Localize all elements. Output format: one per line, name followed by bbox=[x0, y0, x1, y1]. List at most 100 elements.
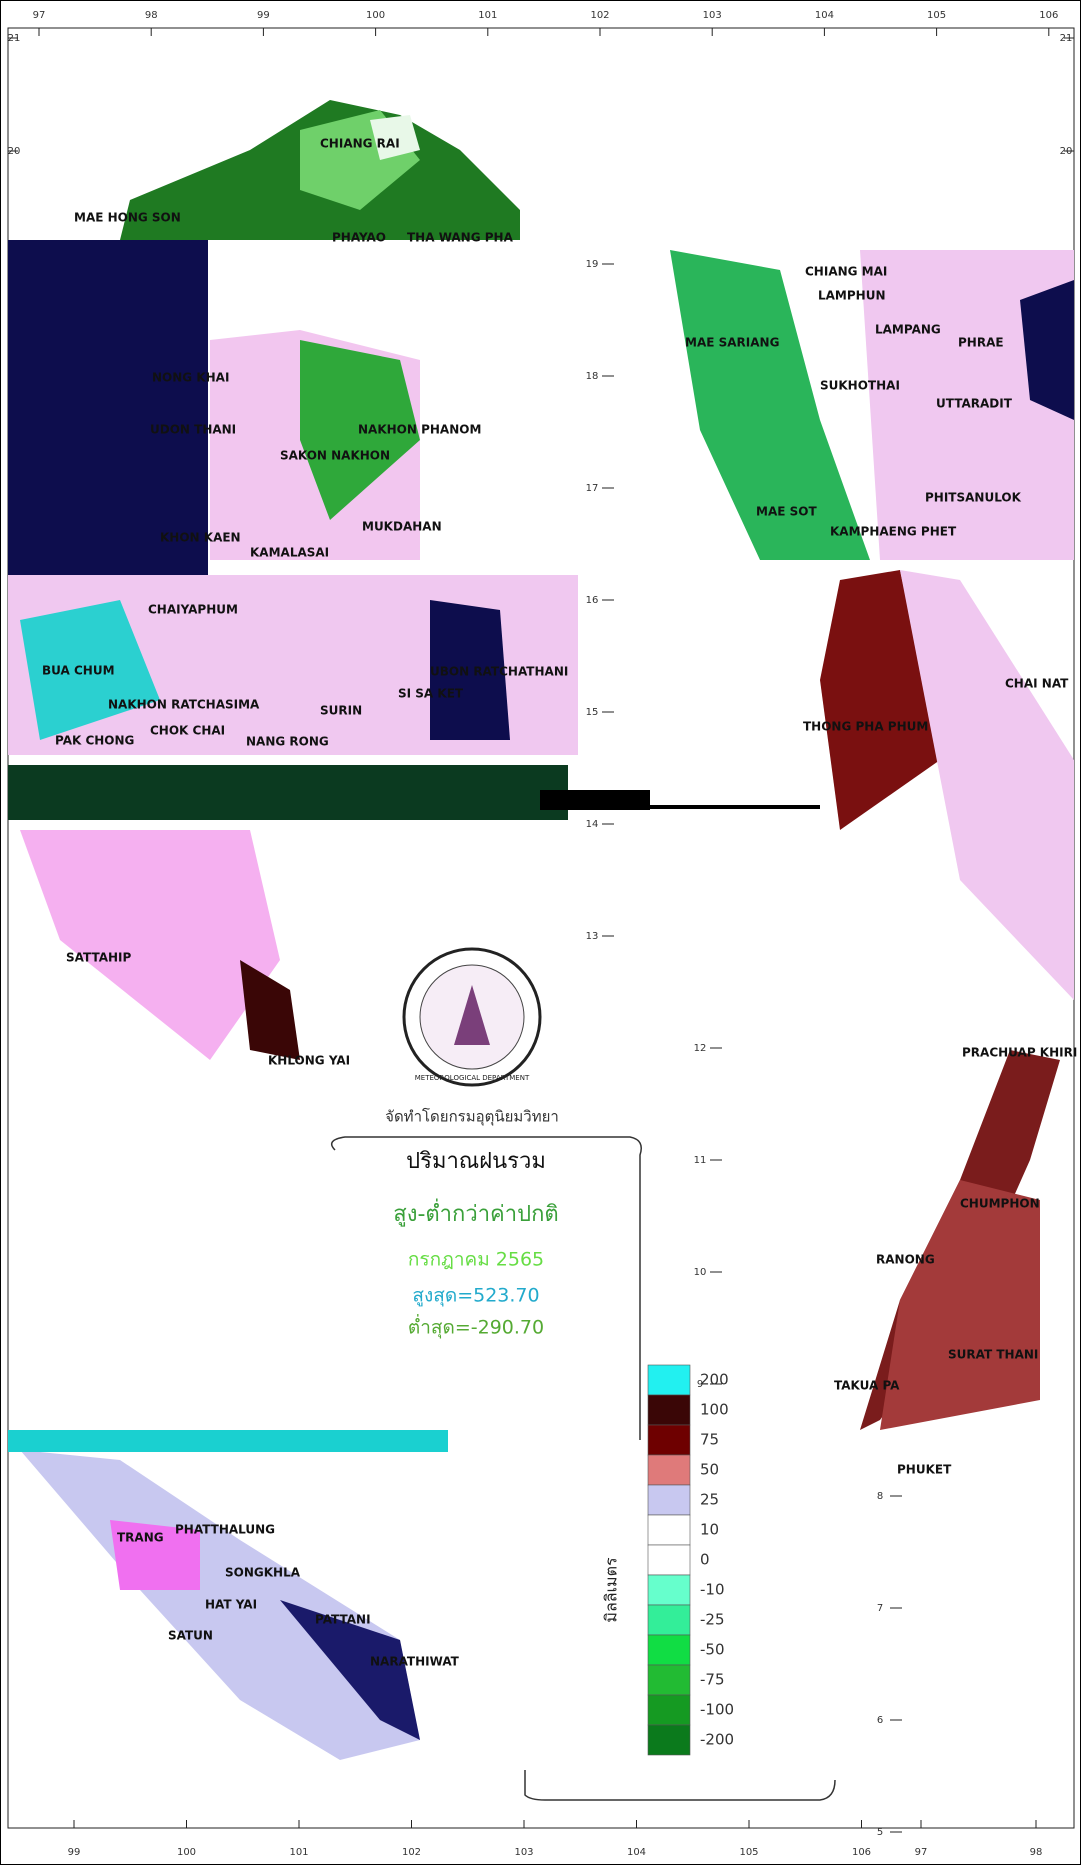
lat-label: 13 bbox=[586, 931, 599, 942]
place: CHIANG MAI bbox=[805, 265, 887, 279]
lat-label: 17 bbox=[586, 483, 599, 494]
lon-label: 97 bbox=[915, 1847, 928, 1858]
logo: METEOROLOGICAL DEPARTMENT bbox=[402, 947, 542, 1087]
title-line: ต่ำสุด=-290.70 bbox=[408, 1314, 544, 1340]
lon-label: 104 bbox=[627, 1847, 646, 1858]
legend-swatch bbox=[647, 1664, 691, 1696]
unit-label: มิลลิเมตร bbox=[602, 1557, 621, 1623]
place: MAE SARIANG bbox=[685, 336, 779, 350]
place: UTTARADIT bbox=[936, 397, 1013, 411]
place: CHAIYAPHUM bbox=[148, 603, 238, 617]
place: CHAI NAT bbox=[1005, 677, 1069, 691]
lon-label: 103 bbox=[514, 1847, 533, 1858]
lon-label: 99 bbox=[68, 1847, 81, 1858]
legend-swatch bbox=[647, 1604, 691, 1636]
legend-swatch bbox=[647, 1634, 691, 1666]
legend-swatch bbox=[647, 1514, 691, 1546]
legend-label: 200 bbox=[700, 1371, 729, 1389]
place: UBON RATCHATHANI bbox=[430, 665, 568, 679]
place: KAMALASAI bbox=[250, 546, 329, 560]
lon-label: 106 bbox=[1039, 10, 1058, 21]
place: KHLONG YAI bbox=[268, 1054, 350, 1068]
legend-label: -100 bbox=[700, 1701, 734, 1719]
place: PRACHUAP KHIRI KHAN bbox=[962, 1046, 1081, 1060]
lat-label: 11 bbox=[694, 1155, 707, 1166]
lon-label: 103 bbox=[703, 10, 722, 21]
lat-label: 12 bbox=[694, 1043, 707, 1054]
place: PAK CHONG bbox=[55, 734, 134, 748]
lon-label: 105 bbox=[739, 1847, 758, 1858]
legend-label: 75 bbox=[700, 1431, 719, 1449]
place: THA WANG PHA bbox=[407, 231, 514, 245]
place: NAKHON PHANOM bbox=[358, 423, 481, 437]
lon-label: 100 bbox=[366, 10, 385, 21]
place: THONG PHA PHUM bbox=[803, 720, 928, 734]
legend-swatch bbox=[647, 1484, 691, 1516]
legend-frame bbox=[330, 1136, 836, 1801]
lat-label: 14 bbox=[586, 819, 599, 830]
lon-label: 104 bbox=[815, 10, 834, 21]
legend-label: -10 bbox=[700, 1581, 725, 1599]
lon-label: 102 bbox=[590, 10, 609, 21]
logo-text: METEOROLOGICAL DEPARTMENT bbox=[415, 1074, 530, 1082]
place: SURAT THANI bbox=[948, 1348, 1038, 1362]
place: PHATTHALUNG bbox=[175, 1523, 275, 1537]
place: SURIN bbox=[320, 704, 362, 718]
legend-swatch bbox=[647, 1574, 691, 1606]
place: NONG KHAI bbox=[152, 371, 229, 385]
lon-label: 100 bbox=[177, 1847, 196, 1858]
legend-label: 0 bbox=[700, 1551, 710, 1569]
legend-swatch bbox=[647, 1454, 691, 1486]
legend-label: 50 bbox=[700, 1461, 719, 1479]
map-shapes bbox=[8, 100, 1074, 1760]
place: LAMPHUN bbox=[818, 289, 886, 303]
title-line: กรกฎาคม 2565 bbox=[408, 1249, 544, 1271]
place: HAT YAI bbox=[205, 1598, 257, 1612]
place: PHUKET bbox=[897, 1463, 952, 1477]
legend-swatch bbox=[647, 1724, 691, 1756]
legend-swatch bbox=[647, 1394, 691, 1426]
lon-label: 98 bbox=[145, 10, 158, 21]
place: SAKON NAKHON bbox=[280, 449, 390, 463]
lat-label: 16 bbox=[586, 595, 599, 606]
legend-swatch bbox=[647, 1424, 691, 1456]
place: PATTANI bbox=[315, 1613, 371, 1627]
legend-label: 25 bbox=[700, 1491, 719, 1509]
lon-label: 101 bbox=[289, 1847, 308, 1858]
title-line: ปริมาณฝนรวม bbox=[406, 1149, 546, 1174]
place: NAKHON RATCHASIMA bbox=[108, 698, 260, 712]
lat-label: 5 bbox=[877, 1827, 883, 1838]
legend-label: 100 bbox=[700, 1401, 729, 1419]
legend-swatch bbox=[647, 1364, 691, 1396]
lat-label: 15 bbox=[586, 707, 599, 718]
place: KHON KAEN bbox=[160, 531, 241, 545]
legend-swatch bbox=[647, 1544, 691, 1576]
place: SATUN bbox=[168, 1629, 213, 1643]
place: NANG RONG bbox=[246, 735, 329, 749]
title-line: สูง-ต่ำกว่าค่าปกติ bbox=[393, 1198, 558, 1227]
place: CHOK CHAI bbox=[150, 724, 225, 738]
lon-label: 106 bbox=[852, 1847, 871, 1858]
place: SATTAHIP bbox=[66, 951, 132, 965]
place: UDON THANI bbox=[150, 423, 236, 437]
place: SONGKHLA bbox=[225, 1566, 301, 1580]
place: RANONG bbox=[876, 1253, 935, 1267]
place: CHUMPHON bbox=[960, 1197, 1040, 1211]
lat-label: 7 bbox=[877, 1603, 883, 1614]
title-line: สูงสุด=523.70 bbox=[412, 1285, 539, 1308]
place: NARATHIWAT bbox=[370, 1655, 460, 1669]
lat-label: 10 bbox=[694, 1267, 707, 1278]
legend-label: -50 bbox=[700, 1641, 725, 1659]
place: TAKUA PA bbox=[834, 1379, 900, 1393]
lat-label: 18 bbox=[586, 371, 599, 382]
lon-label: 101 bbox=[478, 10, 497, 21]
lat-label: 9 bbox=[697, 1379, 703, 1390]
place: TRANG bbox=[117, 1531, 164, 1545]
legend-label: 10 bbox=[700, 1521, 719, 1539]
lon-label: 99 bbox=[257, 10, 270, 21]
place: LAMPANG bbox=[875, 323, 941, 337]
place: PHITSANULOK bbox=[925, 491, 1022, 505]
place: MUKDAHAN bbox=[362, 520, 442, 534]
place: MAE HONG SON bbox=[74, 211, 181, 225]
